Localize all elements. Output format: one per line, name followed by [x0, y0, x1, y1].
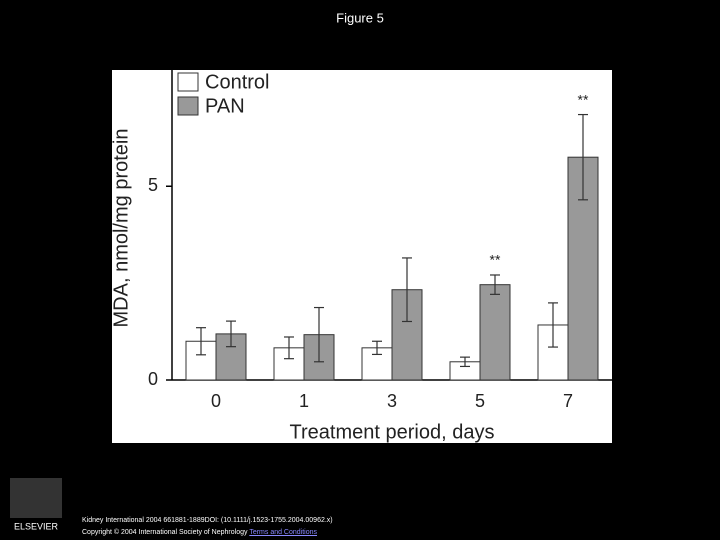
- logo-text: ELSEVIER: [14, 521, 59, 531]
- significance-mark: **: [578, 91, 589, 107]
- error-bar: [490, 274, 500, 295]
- x-tick-label: 0: [211, 391, 221, 411]
- error-bar: [314, 306, 324, 363]
- legend-label: Control: [205, 71, 269, 93]
- y-tick-label: 0: [148, 369, 158, 389]
- significance-mark: **: [490, 252, 501, 268]
- logo-image: [10, 478, 62, 518]
- citation: Kidney International 2004 661881-1889DOI…: [82, 517, 333, 524]
- error-bar: [460, 356, 470, 368]
- x-tick-label: 1: [299, 391, 309, 411]
- legend-label: PAN: [205, 95, 245, 117]
- x-tick-label: 7: [563, 391, 573, 411]
- bar: [479, 284, 511, 381]
- error-bar: [372, 340, 382, 356]
- bar: [273, 347, 305, 381]
- y-axis-label: MDA, nmol/mg protein: [110, 129, 132, 328]
- slide-title: Figure 5: [336, 10, 384, 25]
- error-bar: [196, 327, 206, 356]
- x-tick-label: 5: [475, 391, 485, 411]
- error-bar: [284, 336, 294, 360]
- x-axis-label: Treatment period, days: [290, 421, 495, 443]
- copyright: Copyright © 2004 International Society o…: [82, 529, 248, 536]
- y-tick-label: 5: [148, 175, 158, 195]
- error-bar: [548, 302, 558, 348]
- legend-swatch: [177, 72, 199, 92]
- x-tick-label: 3: [387, 391, 397, 411]
- error-bar: [226, 320, 236, 348]
- terms-link[interactable]: Terms and Conditions: [249, 529, 318, 536]
- copyright-line: Copyright © 2004 International Society o…: [82, 529, 317, 536]
- error-bar: [578, 113, 588, 201]
- error-bar: [402, 257, 412, 323]
- chart-background: [112, 70, 612, 443]
- legend-swatch: [177, 96, 199, 116]
